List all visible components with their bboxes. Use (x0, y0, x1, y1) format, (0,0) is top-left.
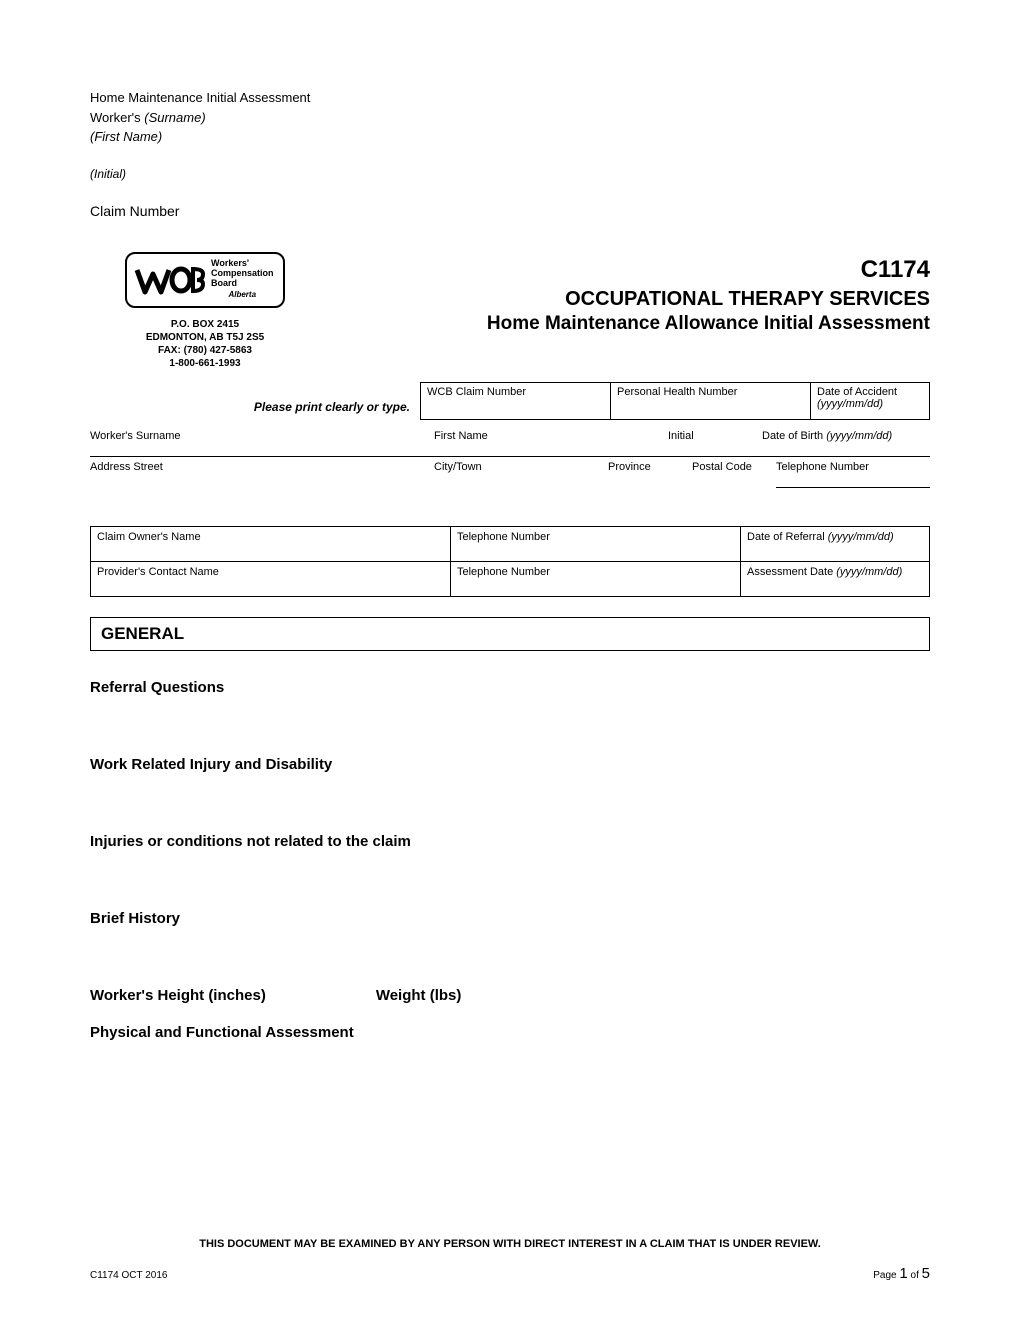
doa-format: (yyyy/mm/dd) (817, 398, 883, 410)
addr-line3: FAX: (780) 427-5863 (90, 344, 320, 357)
wcb-logo: Workers' Compensation Board Alberta (125, 252, 285, 308)
referral-date-format: (yyyy/mm/dd) (828, 531, 894, 543)
instruction-row: Please print clearly or type. WCB Claim … (90, 382, 930, 420)
heading-weight: Weight (lbs) (376, 987, 462, 1004)
footer-row: C1174 OCT 2016 Page 1 of 5 (90, 1265, 930, 1282)
worker-fields: Worker's Surname First Name Initial Date… (90, 426, 930, 502)
worker-surname-label: Worker's (Surname) (90, 108, 930, 128)
surname-hint: (Surname) (144, 110, 205, 125)
referral-date-label: Date of Referral (747, 531, 828, 543)
table-row: Provider's Contact Name Telephone Number… (91, 561, 930, 596)
form-revision: C1174 OCT 2016 (90, 1270, 167, 1281)
field-province[interactable]: Province (608, 461, 678, 488)
field-postal[interactable]: Postal Code (692, 461, 762, 488)
dob-format: (yyyy/mm/dd) (826, 430, 892, 442)
logo-org-line3: Board (211, 279, 274, 289)
title-column: C1174 OCCUPATIONAL THERAPY SERVICES Home… (320, 252, 930, 335)
table-row: Claim Owner's Name Telephone Number Date… (91, 526, 930, 561)
doc-title-small: Home Maintenance Initial Assessment (90, 88, 930, 108)
doa-label: Date of Accident (817, 386, 897, 398)
assessment-date-label: Assessment Date (747, 566, 836, 578)
claim-number-label: Claim Number (90, 201, 930, 222)
initial-hint: (Initial) (90, 165, 930, 183)
form-title-1: OCCUPATIONAL THERAPY SERVICES (320, 288, 930, 311)
section-general: GENERAL (90, 617, 930, 651)
date-accident-cell[interactable]: Date of Accident (yyyy/mm/dd) (810, 382, 930, 420)
print-instruction: Please print clearly or type. (90, 400, 420, 420)
firstname-hint: (First Name) (90, 127, 930, 147)
worker-row-2: Address Street City/Town Province Postal… (90, 457, 930, 502)
wcb-logo-mark-icon (133, 260, 207, 300)
addr-line1: P.O. BOX 2415 (90, 318, 320, 331)
field-initial[interactable]: Initial (668, 430, 748, 442)
page-number: Page 1 of 5 (873, 1265, 930, 1282)
referral-date-cell[interactable]: Date of Referral (yyyy/mm/dd) (741, 526, 930, 561)
provider-tel-cell[interactable]: Telephone Number (451, 561, 741, 596)
page: Home Maintenance Initial Assessment Work… (0, 0, 1020, 1320)
field-dob[interactable]: Date of Birth (yyyy/mm/dd) (762, 430, 930, 442)
height-weight-row: Worker's Height (inches) Weight (lbs) (90, 987, 930, 1004)
heading-brief-history: Brief History (90, 910, 930, 927)
top-cells: WCB Claim Number Personal Health Number … (420, 382, 930, 420)
dob-label: Date of Birth (762, 430, 826, 442)
wcb-claim-cell[interactable]: WCB Claim Number (420, 382, 610, 420)
field-telephone[interactable]: Telephone Number (776, 461, 930, 488)
assessment-date-format: (yyyy/mm/dd) (836, 566, 902, 578)
logo-region: Alberta (211, 291, 274, 300)
logo-column: Workers' Compensation Board Alberta P.O.… (90, 252, 320, 370)
provider-contact-cell[interactable]: Provider's Contact Name (91, 561, 451, 596)
claim-owner-cell[interactable]: Claim Owner's Name (91, 526, 451, 561)
org-address: P.O. BOX 2415 EDMONTON, AB T5J 2S5 FAX: … (90, 318, 320, 370)
field-city[interactable]: City/Town (434, 461, 594, 488)
field-firstname[interactable]: First Name (434, 430, 654, 442)
assessment-date-cell[interactable]: Assessment Date (yyyy/mm/dd) (741, 561, 930, 596)
contact-table: Claim Owner's Name Telephone Number Date… (90, 526, 930, 597)
footer-disclaimer: THIS DOCUMENT MAY BE EXAMINED BY ANY PER… (90, 1238, 930, 1250)
form-title-2: Home Maintenance Allowance Initial Asses… (320, 313, 930, 335)
claim-owner-tel-cell[interactable]: Telephone Number (451, 526, 741, 561)
page-current: 1 (899, 1265, 907, 1282)
form-code: C1174 (320, 256, 930, 284)
header-row: Workers' Compensation Board Alberta P.O.… (90, 252, 930, 370)
worker-row-1: Worker's Surname First Name Initial Date… (90, 426, 930, 457)
page-total: 5 (922, 1265, 930, 1282)
heading-physical-assessment: Physical and Functional Assessment (90, 1024, 930, 1041)
worker-prefix: Worker's (90, 110, 144, 125)
addr-line2: EDMONTON, AB T5J 2S5 (90, 331, 320, 344)
phn-cell[interactable]: Personal Health Number (610, 382, 810, 420)
page-mid: of (908, 1270, 922, 1281)
heading-work-injury: Work Related Injury and Disability (90, 756, 930, 773)
logo-org-text: Workers' Compensation Board Alberta (207, 259, 274, 299)
field-street[interactable]: Address Street (90, 461, 420, 488)
page-prefix: Page (873, 1270, 899, 1281)
top-meta-block: Home Maintenance Initial Assessment Work… (90, 88, 930, 222)
field-surname[interactable]: Worker's Surname (90, 430, 420, 442)
heading-referral-questions: Referral Questions (90, 679, 930, 696)
addr-line4: 1-800-661-1993 (90, 357, 320, 370)
heading-height: Worker's Height (inches) (90, 987, 266, 1004)
heading-unrelated-conditions: Injuries or conditions not related to th… (90, 833, 930, 850)
